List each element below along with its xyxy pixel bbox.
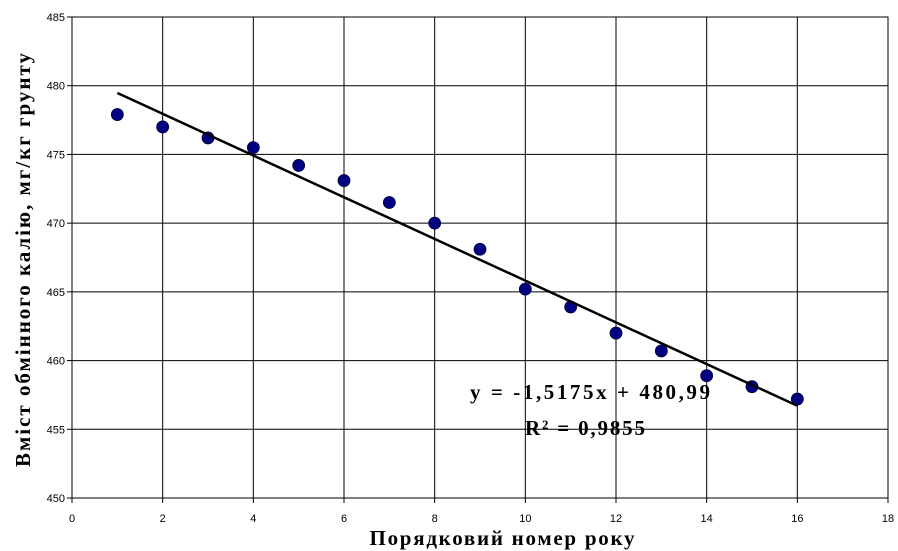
x-tick-label: 0 — [69, 513, 75, 525]
plot-area — [72, 17, 888, 498]
x-tick-label: 2 — [160, 513, 166, 525]
y-axis-title: Вміст обмінного калію, мг/кг грунту — [11, 53, 35, 468]
y-tick-label: 480 — [47, 81, 65, 93]
data-point — [382, 196, 396, 209]
data-point — [609, 326, 623, 340]
y-tick-label: 455 — [47, 424, 65, 436]
x-tick-label: 14 — [701, 513, 713, 525]
data-point — [156, 120, 170, 134]
data-point — [292, 159, 306, 172]
x-tick-label: 4 — [250, 513, 256, 525]
x-tick-label: 6 — [341, 513, 347, 525]
y-tick-label: 450 — [47, 493, 65, 505]
data-point — [110, 108, 124, 121]
r-squared-label: R² = 0,9855 — [525, 416, 645, 440]
data-point — [654, 344, 668, 358]
data-point — [473, 242, 487, 256]
x-tick-label: 12 — [610, 513, 622, 525]
y-tick-label: 465 — [47, 287, 65, 299]
x-tick-label: 8 — [432, 513, 438, 525]
x-axis-title: Порядковий номер року — [370, 526, 636, 550]
y-tick-label: 485 — [47, 12, 65, 24]
x-tick-label: 18 — [882, 513, 894, 525]
x-tick-label: 16 — [791, 513, 803, 525]
x-tick-label: 10 — [519, 513, 531, 525]
y-tick-label: 460 — [47, 356, 65, 368]
data-point — [518, 282, 532, 296]
y-tick-label: 470 — [47, 218, 65, 230]
data-point — [700, 369, 714, 383]
trendline — [116, 91, 798, 407]
data-point — [246, 141, 260, 154]
x-tick-labels: 0 2 4 6 8 10 12 14 16 18 — [69, 513, 894, 525]
y-tick-label: 475 — [47, 149, 65, 161]
data-point — [428, 216, 442, 230]
data-points — [110, 108, 804, 406]
y-tick-labels: 450 455 460 465 470 475 480 485 — [47, 12, 65, 505]
axis-tick-marks — [67, 16, 889, 503]
data-point — [337, 174, 351, 187]
trendline-equation: y = -1,5175x + 480,99 — [470, 380, 710, 404]
plot-border — [71, 16, 889, 499]
